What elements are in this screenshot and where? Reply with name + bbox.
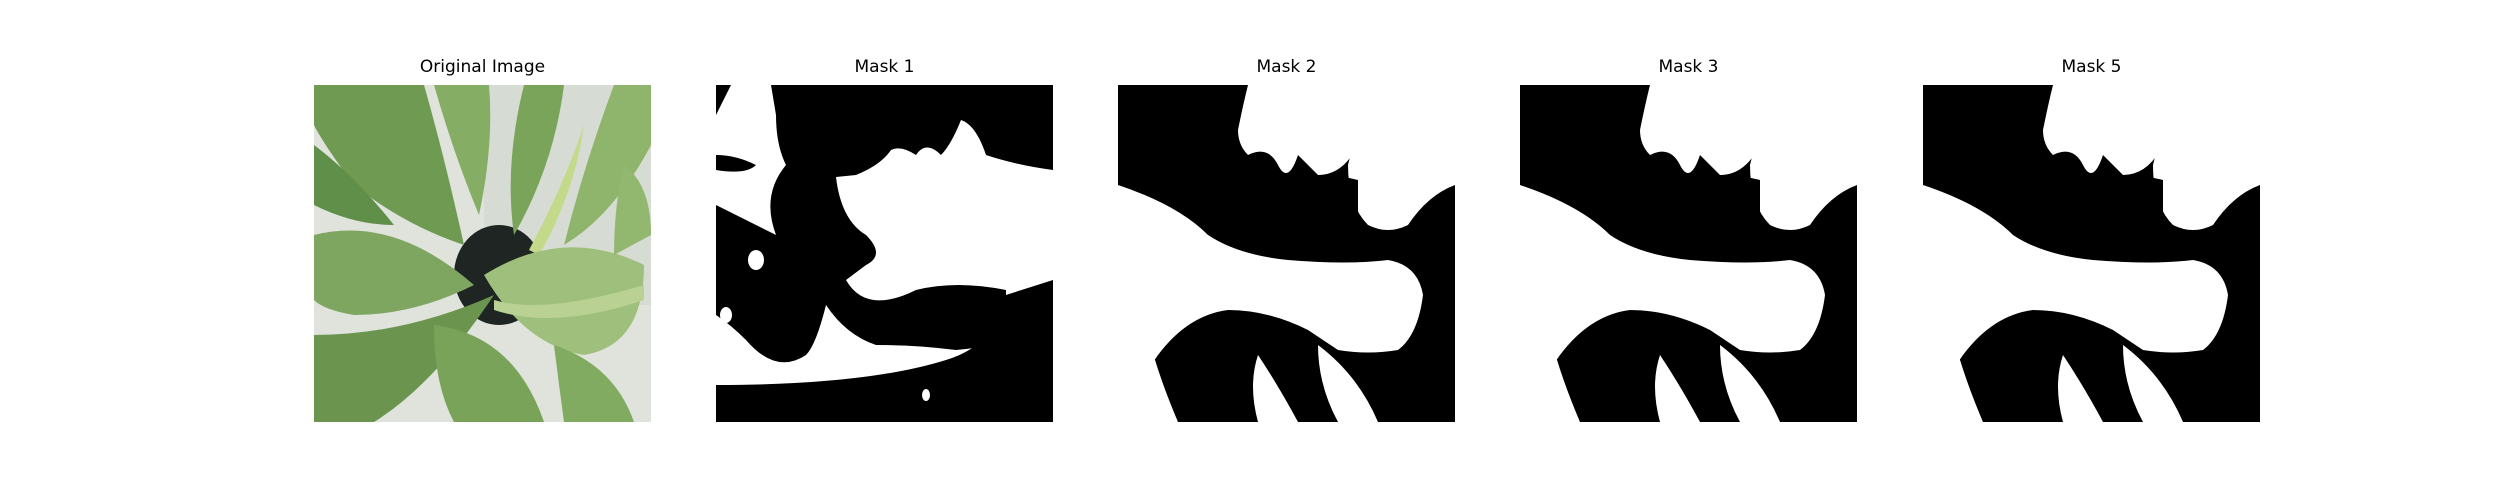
panel-title: Original Image xyxy=(419,57,546,77)
panel-mask-5: Mask 5 xyxy=(1923,52,2260,422)
panel-mask-3: Mask 3 xyxy=(1520,52,1857,422)
mask-1-image xyxy=(716,85,1053,422)
mask-3-image xyxy=(1520,85,1857,422)
panel-mask-2: Mask 2 xyxy=(1118,52,1455,422)
panel-title: Mask 1 xyxy=(854,57,915,77)
mask-2-image xyxy=(1118,85,1455,422)
panel-mask-1: Mask 1 xyxy=(716,52,1053,422)
original-plant-photo xyxy=(314,85,651,422)
panel-title: Mask 3 xyxy=(1658,57,1719,77)
panel-title: Mask 5 xyxy=(2061,57,2122,77)
mask-5-image xyxy=(1923,85,2260,422)
panel-title: Mask 2 xyxy=(1256,57,1317,77)
panel-original-image: Original Image xyxy=(314,52,651,422)
